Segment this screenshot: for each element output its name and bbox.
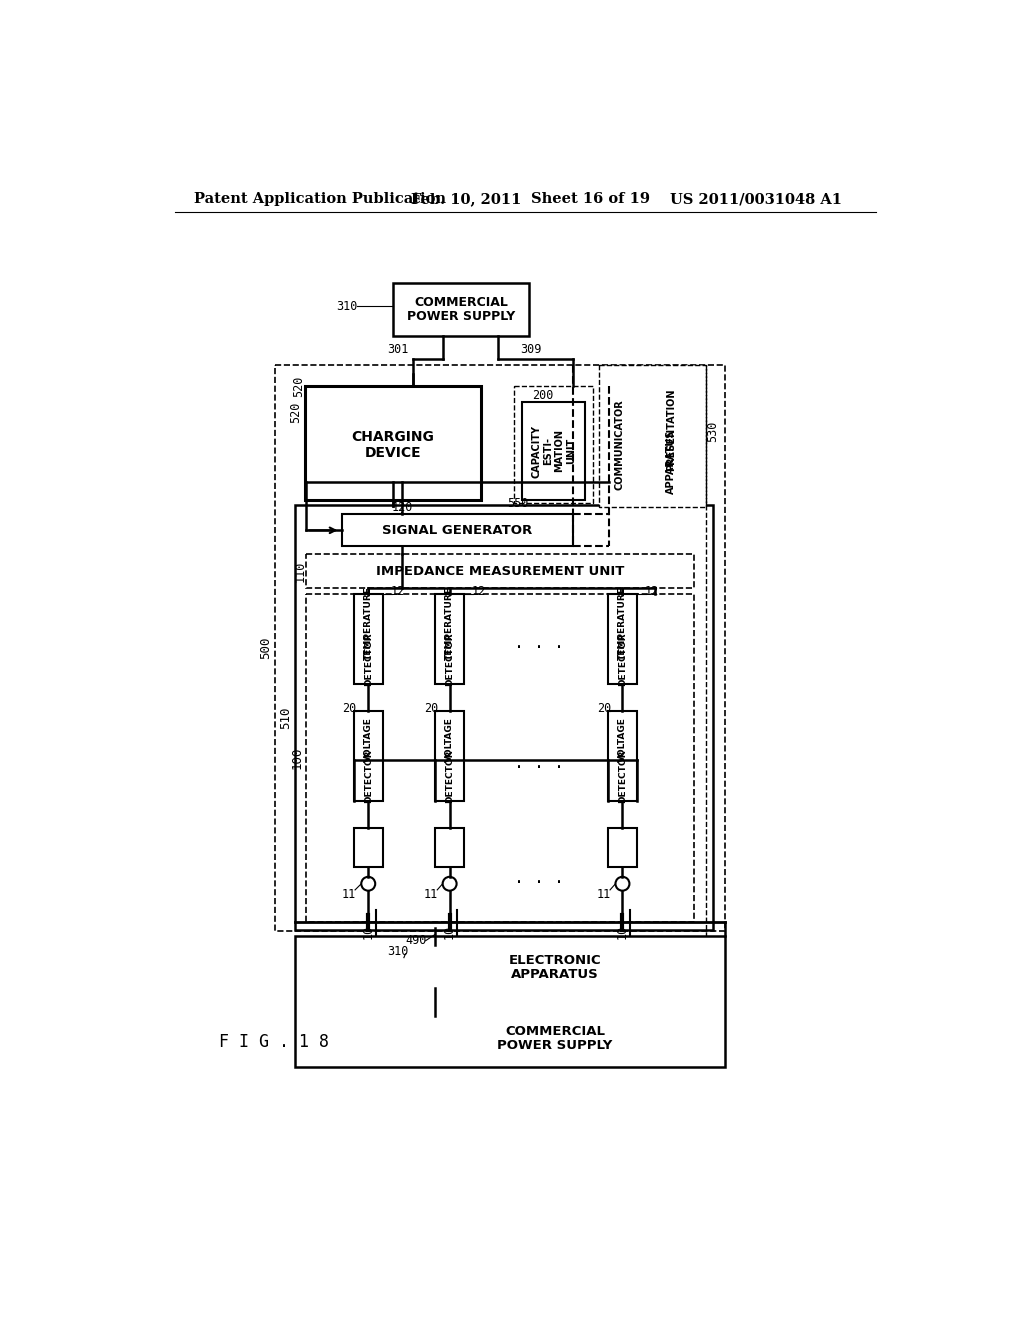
Text: 20: 20 [424,702,438,714]
Text: 10: 10 [616,924,629,939]
Bar [644,387,698,503]
Text: CHARGING: CHARGING [351,430,434,444]
Text: 10: 10 [443,924,456,939]
Text: 11: 11 [342,888,356,902]
Bar [607,711,637,800]
Text: 510: 510 [279,706,292,729]
Text: POWER SUPPLY: POWER SUPPLY [498,1039,612,1052]
Bar [604,387,635,503]
Bar [521,401,586,500]
Bar [435,829,464,867]
Text: VOLTAGE: VOLTAGE [445,717,454,762]
Text: TEMPERATURE: TEMPERATURE [445,586,454,660]
Bar [295,936,725,1067]
Text: COMMERCIAL: COMMERCIAL [414,296,508,309]
Text: VOLTAGE: VOLTAGE [364,717,373,762]
Bar [353,829,383,867]
Bar [599,364,707,507]
Bar [607,594,637,684]
Text: 309: 309 [520,343,542,356]
Bar [435,711,464,800]
Bar [342,515,572,546]
Bar [305,387,481,500]
Text: F I G . 1 8: F I G . 1 8 [219,1034,330,1051]
Text: Patent Application Publication: Patent Application Publication [194,193,445,206]
Text: . . .: . . . [514,870,564,887]
Text: 490: 490 [406,935,427,948]
Bar [403,1016,707,1059]
Bar [306,554,693,589]
Text: 520: 520 [289,401,302,424]
Text: 310: 310 [336,300,357,313]
Text: Feb. 10, 2011: Feb. 10, 2011 [411,193,521,206]
Text: 550: 550 [507,496,528,510]
Text: 12: 12 [390,585,404,598]
Text: TEMPERATURE: TEMPERATURE [617,586,627,660]
Text: DETECTOR: DETECTOR [364,632,373,686]
Text: APPARATUS: APPARATUS [511,968,599,981]
Text: 301: 301 [387,343,409,356]
Bar [403,945,707,989]
Bar [393,284,528,335]
Text: 12: 12 [645,585,659,598]
Bar [435,594,464,684]
Text: COMMUNICATOR: COMMUNICATOR [614,400,625,490]
Text: . . .: . . . [514,754,564,772]
Bar [275,364,725,931]
Text: Sheet 16 of 19: Sheet 16 of 19 [531,193,650,206]
Text: 10: 10 [361,924,375,939]
Text: VOLTAGE: VOLTAGE [617,717,627,762]
Bar [353,711,383,800]
Text: 20: 20 [597,702,611,714]
Text: 520: 520 [292,376,305,397]
Text: 120: 120 [391,500,413,513]
Text: DETECTOR: DETECTOR [364,750,373,803]
Text: 20: 20 [342,702,356,714]
Bar [306,594,693,923]
Text: 200: 200 [531,389,553,403]
Text: 310: 310 [387,945,409,958]
Bar [607,829,637,867]
Text: 12: 12 [472,585,486,598]
Bar [353,594,383,684]
Text: . . .: . . . [514,635,564,652]
Text: IMPEDANCE MEASUREMENT UNIT: IMPEDANCE MEASUREMENT UNIT [376,565,625,578]
Text: DETECTOR: DETECTOR [445,750,454,803]
Text: SIGNAL GENERATOR: SIGNAL GENERATOR [382,524,532,537]
Text: DETECTOR: DETECTOR [617,632,627,686]
Text: TEMPERATURE: TEMPERATURE [364,586,373,660]
Text: PRESENTATION: PRESENTATION [667,388,676,471]
Text: POWER SUPPLY: POWER SUPPLY [407,310,515,323]
Text: 530: 530 [706,421,719,442]
Text: 11: 11 [597,888,611,902]
Text: US 2011/0031048 A1: US 2011/0031048 A1 [671,193,843,206]
Text: DETECTOR: DETECTOR [617,750,627,803]
Bar [295,506,713,929]
Text: 100: 100 [291,746,303,768]
Text: CAPACITY
ESTI-
MATION
UNIT: CAPACITY ESTI- MATION UNIT [531,425,575,478]
Text: COMMERCIAL: COMMERCIAL [505,1026,605,1038]
Text: APPARATUS: APPARATUS [667,429,676,494]
Text: DETECTOR: DETECTOR [445,632,454,686]
Bar [514,387,593,503]
Text: 500: 500 [259,636,272,659]
Text: ELECTRONIC: ELECTRONIC [509,954,601,968]
Text: DEVICE: DEVICE [365,446,421,459]
Text: 110: 110 [294,561,306,582]
Text: 11: 11 [424,888,438,902]
